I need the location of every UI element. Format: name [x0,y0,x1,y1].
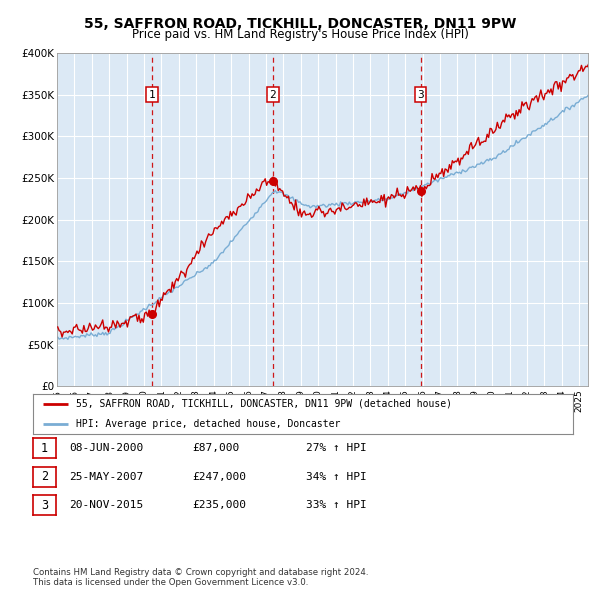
Text: Price paid vs. HM Land Registry's House Price Index (HPI): Price paid vs. HM Land Registry's House … [131,28,469,41]
Text: 3: 3 [417,90,424,100]
Text: 33% ↑ HPI: 33% ↑ HPI [306,500,367,510]
Text: 25-MAY-2007: 25-MAY-2007 [69,472,143,481]
Text: 2: 2 [41,470,48,483]
Text: Contains HM Land Registry data © Crown copyright and database right 2024.
This d: Contains HM Land Registry data © Crown c… [33,568,368,587]
Text: £247,000: £247,000 [192,472,246,481]
Text: 55, SAFFRON ROAD, TICKHILL, DONCASTER, DN11 9PW: 55, SAFFRON ROAD, TICKHILL, DONCASTER, D… [84,17,516,31]
Text: 08-JUN-2000: 08-JUN-2000 [69,444,143,453]
Text: 20-NOV-2015: 20-NOV-2015 [69,500,143,510]
Text: 3: 3 [41,499,48,512]
Text: £235,000: £235,000 [192,500,246,510]
Text: 2: 2 [269,90,276,100]
Text: 1: 1 [41,442,48,455]
Text: £87,000: £87,000 [192,444,239,453]
Text: 27% ↑ HPI: 27% ↑ HPI [306,444,367,453]
Text: 1: 1 [148,90,155,100]
Text: 55, SAFFRON ROAD, TICKHILL, DONCASTER, DN11 9PW (detached house): 55, SAFFRON ROAD, TICKHILL, DONCASTER, D… [76,399,452,409]
Text: HPI: Average price, detached house, Doncaster: HPI: Average price, detached house, Donc… [76,419,341,429]
Text: 34% ↑ HPI: 34% ↑ HPI [306,472,367,481]
